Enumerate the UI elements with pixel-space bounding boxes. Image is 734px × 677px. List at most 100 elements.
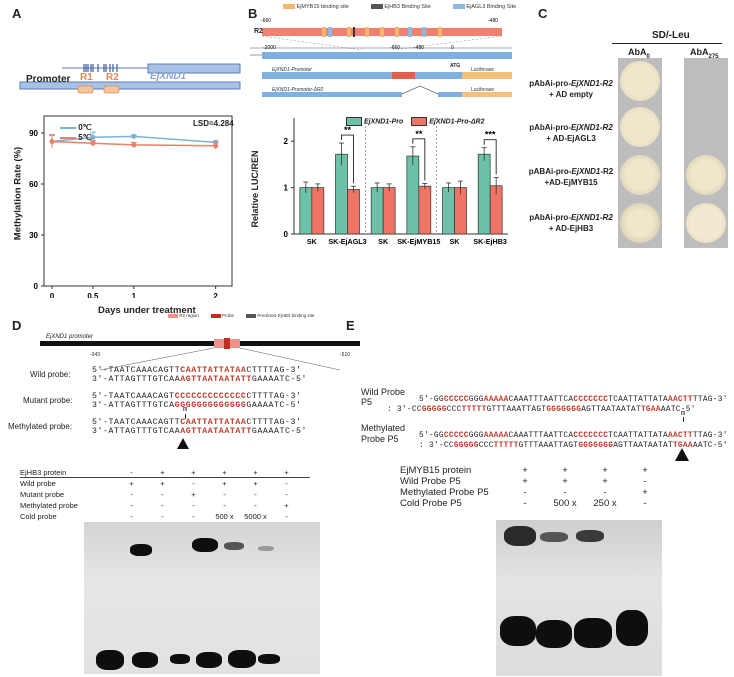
panel-a-label: A: [12, 6, 22, 21]
e-table-cell: -: [643, 476, 647, 487]
d-table-cell: +: [160, 479, 165, 488]
e-table-row-label: Methylated Probe P5: [400, 487, 489, 498]
d-promoter-schematic: [40, 338, 360, 371]
e-free-1: [500, 616, 536, 646]
methylation-ticks: [83, 64, 118, 72]
d-table-cell: -: [130, 501, 133, 510]
d-table-cell: -: [130, 490, 133, 499]
d-table-cell: -: [161, 490, 164, 499]
promoter-label: Promoter: [26, 74, 71, 85]
d-table-row: Wild probe + + - + + -: [20, 478, 302, 489]
d-arrow-marker: [177, 438, 189, 449]
d-table-cell: -: [254, 501, 257, 510]
d-table-row-label: EjHB3 protein: [20, 468, 67, 477]
d-free-probe-6: [258, 654, 280, 664]
c-row-3-label: pAbAi-pro-EjXND1-R2 + AD-EjHB3: [529, 213, 613, 233]
panel-b-ylabel: Relative LUC/REN: [250, 150, 260, 228]
e-meth-label-2: Probe P5: [361, 434, 399, 444]
data-point: [49, 139, 55, 144]
d-table-cell: -: [223, 490, 226, 499]
e-table-cell: -: [523, 498, 527, 509]
significance-stars: ***: [485, 130, 496, 140]
e-table-cell: +: [522, 476, 528, 487]
col-aba0: AbA0: [628, 47, 650, 60]
panel-c-label: C: [538, 6, 548, 21]
d-table-cell: -: [223, 501, 226, 510]
d-table-cell: -: [192, 512, 195, 521]
d-legend: R2 region Probe Predicted EjHB3 binding …: [168, 313, 314, 318]
d-table-row: EjHB3 protein - + + + + +: [20, 467, 302, 478]
d-table-cell: -: [130, 468, 133, 477]
r1-label: R1: [80, 72, 93, 83]
d-condition-table: EjHB3 protein - + + + + + Wild probe + + - + + - Mutan…: [20, 467, 302, 522]
y-tick-label: 30: [29, 231, 38, 240]
d-mutant-strand1: 5'-TAATCAAACAGTCCCCCCCCCCCCCCTTTTAG-3': [92, 392, 302, 401]
data-point: [131, 142, 137, 148]
bar: [382, 187, 396, 235]
construct-1: EjXND1-Promoter: [272, 67, 313, 73]
e-table-cell: -: [523, 487, 527, 498]
d-table-cell: +: [160, 468, 165, 477]
significance-bracket: [483, 139, 497, 175]
e-table-cell: -: [563, 487, 567, 498]
colony-row3-aba0: [620, 203, 660, 243]
d-legend-r2: R2 region: [168, 313, 199, 318]
e-arrow-marker: [675, 448, 689, 461]
y-tick-label: 1: [284, 184, 289, 193]
e-methyl-mark: m: [681, 410, 686, 418]
d-table-cell: +: [191, 468, 196, 477]
data-point: [90, 134, 96, 140]
x-category-label: SK: [378, 237, 389, 246]
d-table-cell: +: [222, 468, 227, 477]
panel-a-gene-structure: [19, 63, 241, 94]
d-methyl-tick: [185, 414, 186, 419]
x-tick-label: 1: [132, 292, 137, 298]
r2-box-label: R2: [400, 67, 407, 73]
e-shift-3: [576, 530, 604, 542]
colony-row2-aba275: [686, 155, 726, 195]
colony-row2-aba0: [620, 155, 660, 195]
legend-line-0c: [60, 126, 76, 129]
d-methyl-strand2: 3'-ATTAGTTTGTCAAAGTTAATAATATTGAAAATC-5': [92, 427, 308, 436]
legend-b: EjXND1-Pro EjXND1-Pro-ΔR2: [346, 117, 484, 126]
y-tick-label: 2: [284, 137, 289, 146]
x-category-label: SK-EjMYB15: [397, 237, 440, 246]
legend-hb3: EjHB3 Binding Site: [370, 4, 431, 10]
significance-stars: **: [344, 125, 352, 135]
d-coord-right: -510: [340, 352, 351, 358]
promoter-bar: [19, 81, 241, 90]
d-table-cell: +: [284, 468, 289, 477]
luciferase-2: Luciferase: [471, 87, 495, 93]
e-table-row-label: Wild Probe P5: [400, 476, 461, 487]
bar: [347, 189, 360, 235]
legend-text-5c: 5℃: [78, 133, 92, 142]
e-table-cell: +: [602, 476, 608, 487]
atg-label: ATG: [450, 63, 461, 69]
e-table-row: Cold Probe P5 - 500 x 250 x -: [400, 498, 665, 509]
e-meth-label-1: Methylated: [361, 423, 406, 433]
d-legend-site: Predicted EjHB3 binding site: [246, 313, 314, 318]
d-free-probe-2: [132, 652, 158, 668]
bar: [442, 187, 455, 235]
d-table-cell: -: [285, 490, 288, 499]
significance-bracket: [341, 134, 354, 184]
d-gel: [84, 522, 320, 674]
d-table-cell: -: [161, 512, 164, 521]
e-table-row-label: Cold Probe P5: [400, 498, 462, 509]
panel-a-ylabel: Methylation Rate (%): [12, 146, 24, 241]
e-table-cell: +: [642, 465, 648, 476]
bar: [299, 187, 313, 235]
r2-label: R2: [106, 72, 119, 83]
e-wild-strand1: 5'-GGCCCCCGGGAAAAACAAATTTAATTCACCCCCCCTC…: [418, 396, 728, 404]
x-category-label: SK: [307, 237, 318, 246]
d-promoter-label: EjXND1 promoter: [46, 334, 94, 340]
e-gel: [496, 520, 662, 676]
d-shift-5: [224, 542, 244, 550]
col-aba275: AbA275: [690, 47, 719, 60]
d-table-cell: +: [222, 479, 227, 488]
d-table-cell: +: [253, 468, 258, 477]
r2-tag: R2: [254, 28, 263, 35]
d-wild-strand2: 3'-ATTAGTTTGTCAAAGTTAATAATATTGAAAATC-5': [92, 375, 308, 384]
site-legend: EjMYB15 binding site EjHB3 Binding Site …: [283, 4, 516, 10]
